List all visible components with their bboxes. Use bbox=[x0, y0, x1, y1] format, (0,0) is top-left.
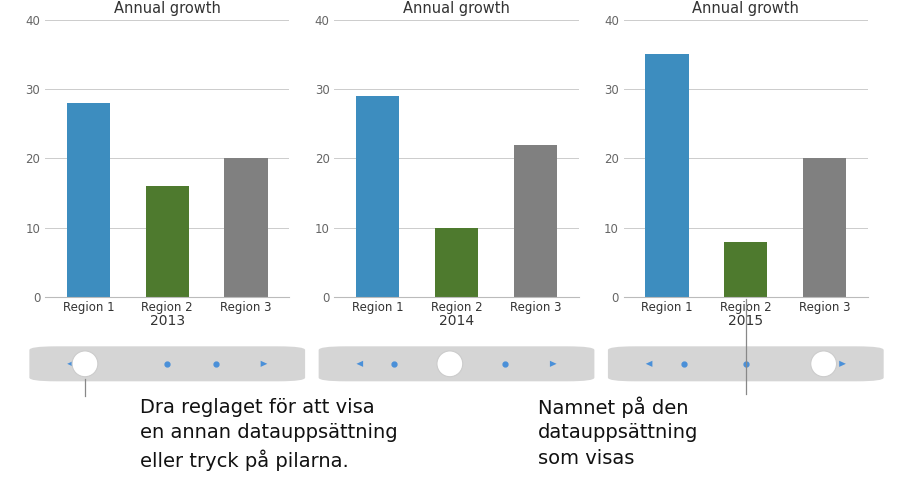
Text: Namnet på den
datauppsättning
som visas: Namnet på den datauppsättning som visas bbox=[537, 396, 697, 467]
Title: Annual growth: Annual growth bbox=[114, 1, 220, 16]
Polygon shape bbox=[645, 361, 652, 367]
Bar bbox=[224, 158, 267, 297]
FancyBboxPatch shape bbox=[607, 346, 883, 381]
Polygon shape bbox=[356, 361, 363, 367]
Ellipse shape bbox=[810, 351, 835, 377]
Polygon shape bbox=[260, 361, 267, 367]
Bar bbox=[67, 103, 110, 297]
Text: 2014: 2014 bbox=[439, 314, 473, 328]
Bar bbox=[645, 54, 688, 297]
Ellipse shape bbox=[436, 351, 462, 377]
Text: Dra reglaget för att visa
en annan datauppsättning
eller tryck på pilarna.: Dra reglaget för att visa en annan datau… bbox=[140, 398, 397, 471]
Ellipse shape bbox=[72, 351, 98, 377]
Polygon shape bbox=[549, 361, 556, 367]
Bar bbox=[513, 145, 556, 297]
Bar bbox=[723, 242, 767, 297]
Bar bbox=[356, 96, 399, 297]
Title: Annual growth: Annual growth bbox=[692, 1, 798, 16]
Polygon shape bbox=[838, 361, 845, 367]
Polygon shape bbox=[67, 361, 74, 367]
Text: 2013: 2013 bbox=[150, 314, 184, 328]
Bar bbox=[802, 158, 845, 297]
FancyBboxPatch shape bbox=[318, 346, 594, 381]
Text: 2015: 2015 bbox=[728, 314, 762, 328]
Bar bbox=[434, 228, 478, 297]
Bar bbox=[145, 186, 189, 297]
Title: Annual growth: Annual growth bbox=[403, 1, 509, 16]
FancyBboxPatch shape bbox=[29, 346, 305, 381]
